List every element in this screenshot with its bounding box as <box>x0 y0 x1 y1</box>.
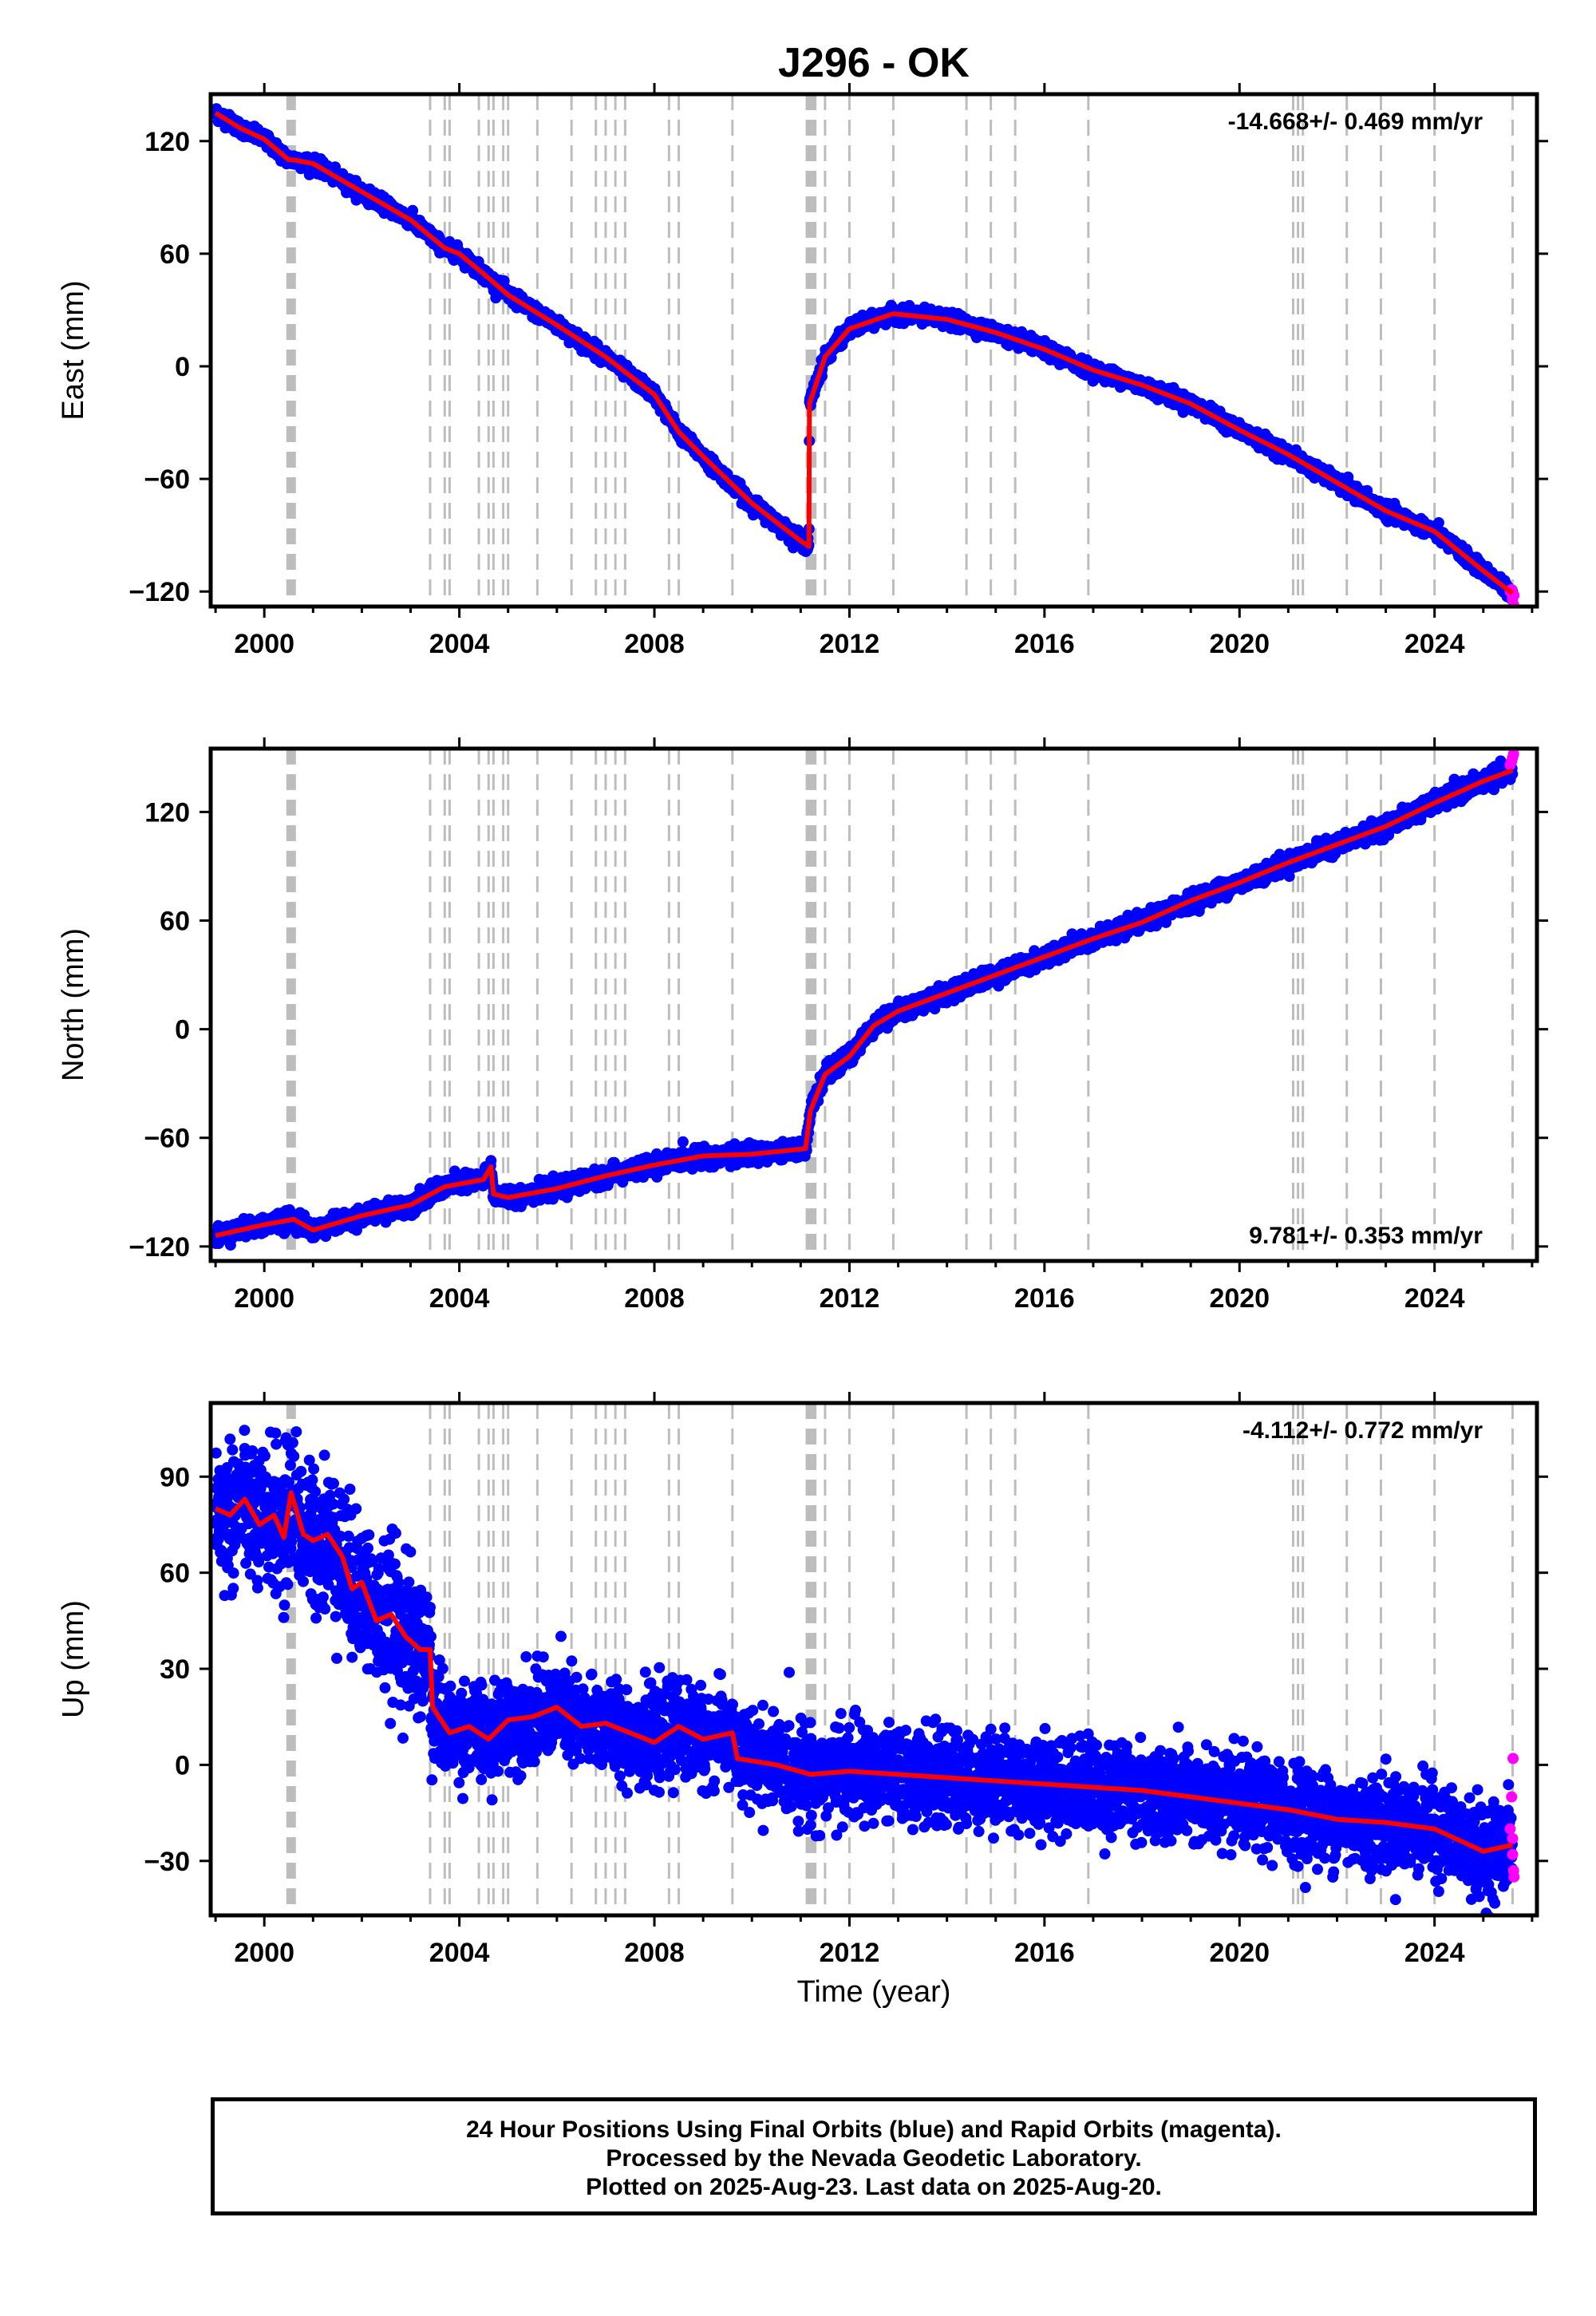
y-tick-label: 60 <box>160 907 190 937</box>
y-tick-label: −60 <box>144 1124 190 1154</box>
x-axis-title: Time (year) <box>797 1975 951 2009</box>
final-orbit-scatter <box>210 756 1518 1251</box>
chart-title: J296 - OK <box>778 40 970 86</box>
y-tick-label: 0 <box>175 352 190 382</box>
velocity-annotation: -4.112+/- 0.772 mm/yr <box>1242 1417 1483 1444</box>
rapid-orbit-point <box>1507 1849 1518 1860</box>
y-tick-label: 0 <box>175 1750 190 1780</box>
y-tick-label: −120 <box>128 1232 190 1263</box>
x-tick-label: 2016 <box>1014 1938 1075 1968</box>
y-tick-label: 120 <box>144 127 190 157</box>
final-orbit-scatter <box>210 103 1518 603</box>
x-tick-label: 2020 <box>1209 1938 1270 1968</box>
x-tick-label: 2004 <box>429 1283 490 1314</box>
y-tick-label: 60 <box>160 1559 190 1589</box>
final-orbit-points <box>210 749 1519 1251</box>
footer-line-plotted-on: Plotted on 2025-Aug-23. Last data on 202… <box>215 2173 1533 2202</box>
y-axis-title: East (mm) <box>57 280 90 420</box>
x-tick-label: 2012 <box>820 629 880 659</box>
rapid-orbit-point <box>1506 1792 1517 1803</box>
x-tick-label: 2016 <box>1014 629 1075 659</box>
footer-line-orbits: 24 Hour Positions Using Final Orbits (bl… <box>215 2116 1533 2144</box>
y-tick-label: −30 <box>144 1847 190 1877</box>
panel-3: −30 0 30 60 90 2000 2004 2008 2012 2016 2020 2024 Up… <box>57 1370 1548 1968</box>
y-tick-label: 120 <box>144 797 190 828</box>
model-fit-line <box>215 113 1512 594</box>
rapid-orbit-point <box>1508 1871 1519 1883</box>
velocity-annotation: 9.781+/- 0.353 mm/yr <box>1249 1223 1483 1249</box>
x-tick-label: 2000 <box>234 1938 294 1968</box>
footer-line-processed-by: Processed by the Nevada Geodetic Laborat… <box>215 2144 1533 2173</box>
rapid-orbit-point <box>1504 1824 1515 1835</box>
rapid-orbit-point <box>1507 1833 1518 1844</box>
x-tick-label: 2020 <box>1209 1283 1270 1314</box>
plot-frame <box>211 94 1537 607</box>
x-tick-label: 2000 <box>234 1283 294 1314</box>
panel-2: −120 −60 0 60 120 2000 2004 2008 2012 2016 2020 202… <box>57 737 1548 1314</box>
x-tick-label: 2000 <box>234 629 294 659</box>
x-tick-label: 2024 <box>1404 1938 1465 1968</box>
final-orbit-points <box>210 1370 1519 1923</box>
y-tick-label: 30 <box>160 1654 190 1685</box>
y-tick-label: 90 <box>160 1462 190 1492</box>
y-tick-label: −60 <box>144 464 190 495</box>
final-orbit-scatter <box>210 1370 1518 1923</box>
x-tick-label: 2016 <box>1014 1283 1075 1314</box>
rapid-orbit-point <box>1506 756 1517 767</box>
y-axis-title: Up (mm) <box>57 1600 90 1718</box>
rapid-orbit-point <box>1507 1753 1519 1764</box>
x-tick-label: 2024 <box>1404 629 1465 659</box>
x-tick-label: 2012 <box>820 1938 880 1968</box>
y-tick-label: 0 <box>175 1015 190 1045</box>
final-orbit-points <box>210 103 1519 610</box>
y-tick-label: 60 <box>160 239 190 270</box>
x-tick-label: 2008 <box>624 1938 685 1968</box>
x-tick-label: 2012 <box>820 1283 880 1314</box>
x-tick-label: 2024 <box>1404 1283 1465 1314</box>
y-tick-label: −120 <box>128 577 190 607</box>
y-axis-title: North (mm) <box>57 928 90 1081</box>
x-tick-label: 2020 <box>1209 629 1270 659</box>
x-tick-label: 2004 <box>429 629 490 659</box>
x-tick-label: 2008 <box>624 1283 685 1314</box>
x-tick-label: 2008 <box>624 629 685 659</box>
plot-frame <box>211 749 1537 1261</box>
processing-info-box: 24 Hour Positions Using Final Orbits (bl… <box>211 2097 1537 2215</box>
panel-1: −120 −60 0 60 120 2000 2004 2008 2012 2016 2020 202… <box>57 83 1548 659</box>
x-tick-label: 2004 <box>429 1938 490 1968</box>
velocity-annotation: -14.668+/- 0.469 mm/yr <box>1228 109 1483 135</box>
